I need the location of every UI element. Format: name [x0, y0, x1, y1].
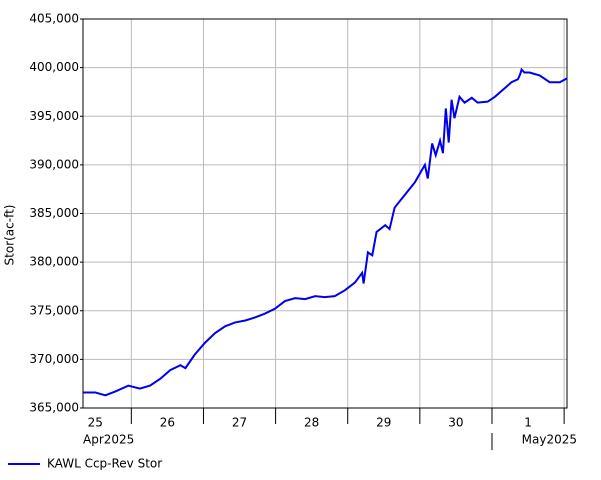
y-tick-label: 395,000: [29, 109, 79, 123]
x-tick-label: 25: [88, 416, 103, 430]
x-tick-label: 27: [232, 416, 247, 430]
data-line: [83, 67, 568, 397]
x-tick-label: 28: [304, 416, 319, 430]
y-tick-label: 400,000: [29, 60, 79, 74]
y-axis-label: Stor(ac-ft): [3, 205, 17, 266]
y-tick-label: 380,000: [29, 255, 79, 269]
y-tick-label: 405,000: [29, 12, 79, 26]
x-tick-label: 30: [448, 416, 463, 430]
legend-label: KAWL Ccp-Rev Stor: [47, 457, 162, 471]
y-tick-label: 385,000: [29, 206, 79, 220]
x-tick-label: 26: [160, 416, 175, 430]
plot-frame: [82, 18, 568, 409]
month-label: May2025: [522, 433, 577, 447]
month-label: Apr2025: [83, 433, 134, 447]
y-tick-label: 370,000: [29, 352, 79, 366]
y-tick-label: 375,000: [29, 303, 79, 317]
x-tick-label: 1: [524, 416, 532, 430]
x-tick-label: 29: [376, 416, 391, 430]
y-tick-label: 390,000: [29, 157, 79, 171]
y-tick-label: 365,000: [29, 401, 79, 415]
